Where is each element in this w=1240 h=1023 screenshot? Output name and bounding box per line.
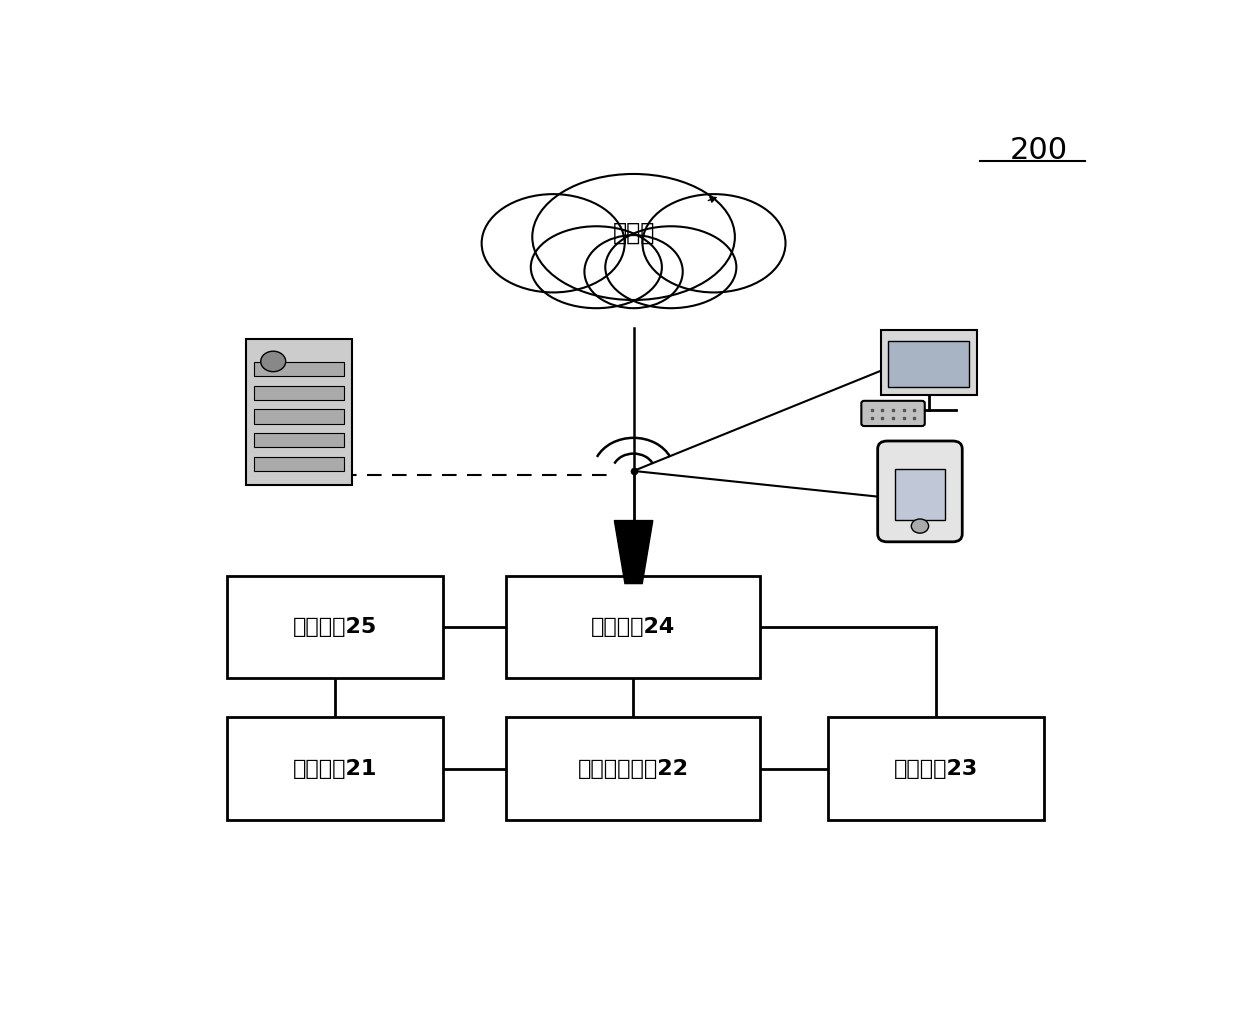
FancyBboxPatch shape	[888, 341, 968, 387]
Circle shape	[260, 351, 285, 371]
Circle shape	[911, 519, 929, 533]
Text: 获取模块21: 获取模块21	[293, 759, 377, 779]
FancyBboxPatch shape	[862, 401, 925, 426]
Text: 控制模块23: 控制模块23	[894, 759, 978, 779]
FancyBboxPatch shape	[254, 456, 345, 471]
FancyBboxPatch shape	[878, 441, 962, 542]
Ellipse shape	[481, 194, 625, 293]
FancyBboxPatch shape	[247, 340, 352, 485]
FancyBboxPatch shape	[254, 433, 345, 447]
Text: 存储模块25: 存储模块25	[293, 617, 377, 637]
Ellipse shape	[531, 226, 662, 308]
FancyBboxPatch shape	[828, 717, 1044, 819]
Text: 200: 200	[1011, 136, 1068, 165]
FancyBboxPatch shape	[254, 409, 345, 424]
Text: 分析反馈模块22: 分析反馈模块22	[578, 759, 688, 779]
Text: 云平台: 云平台	[613, 221, 655, 246]
FancyBboxPatch shape	[227, 717, 444, 819]
FancyBboxPatch shape	[895, 470, 945, 520]
Ellipse shape	[532, 174, 735, 300]
FancyBboxPatch shape	[254, 386, 345, 400]
Ellipse shape	[584, 235, 683, 308]
Ellipse shape	[642, 194, 785, 293]
FancyBboxPatch shape	[506, 576, 760, 678]
FancyBboxPatch shape	[254, 362, 345, 376]
Ellipse shape	[605, 226, 737, 308]
FancyBboxPatch shape	[227, 576, 444, 678]
Text: 传输模块24: 传输模块24	[591, 617, 676, 637]
Polygon shape	[614, 521, 652, 583]
FancyBboxPatch shape	[880, 330, 977, 395]
FancyBboxPatch shape	[506, 717, 760, 819]
